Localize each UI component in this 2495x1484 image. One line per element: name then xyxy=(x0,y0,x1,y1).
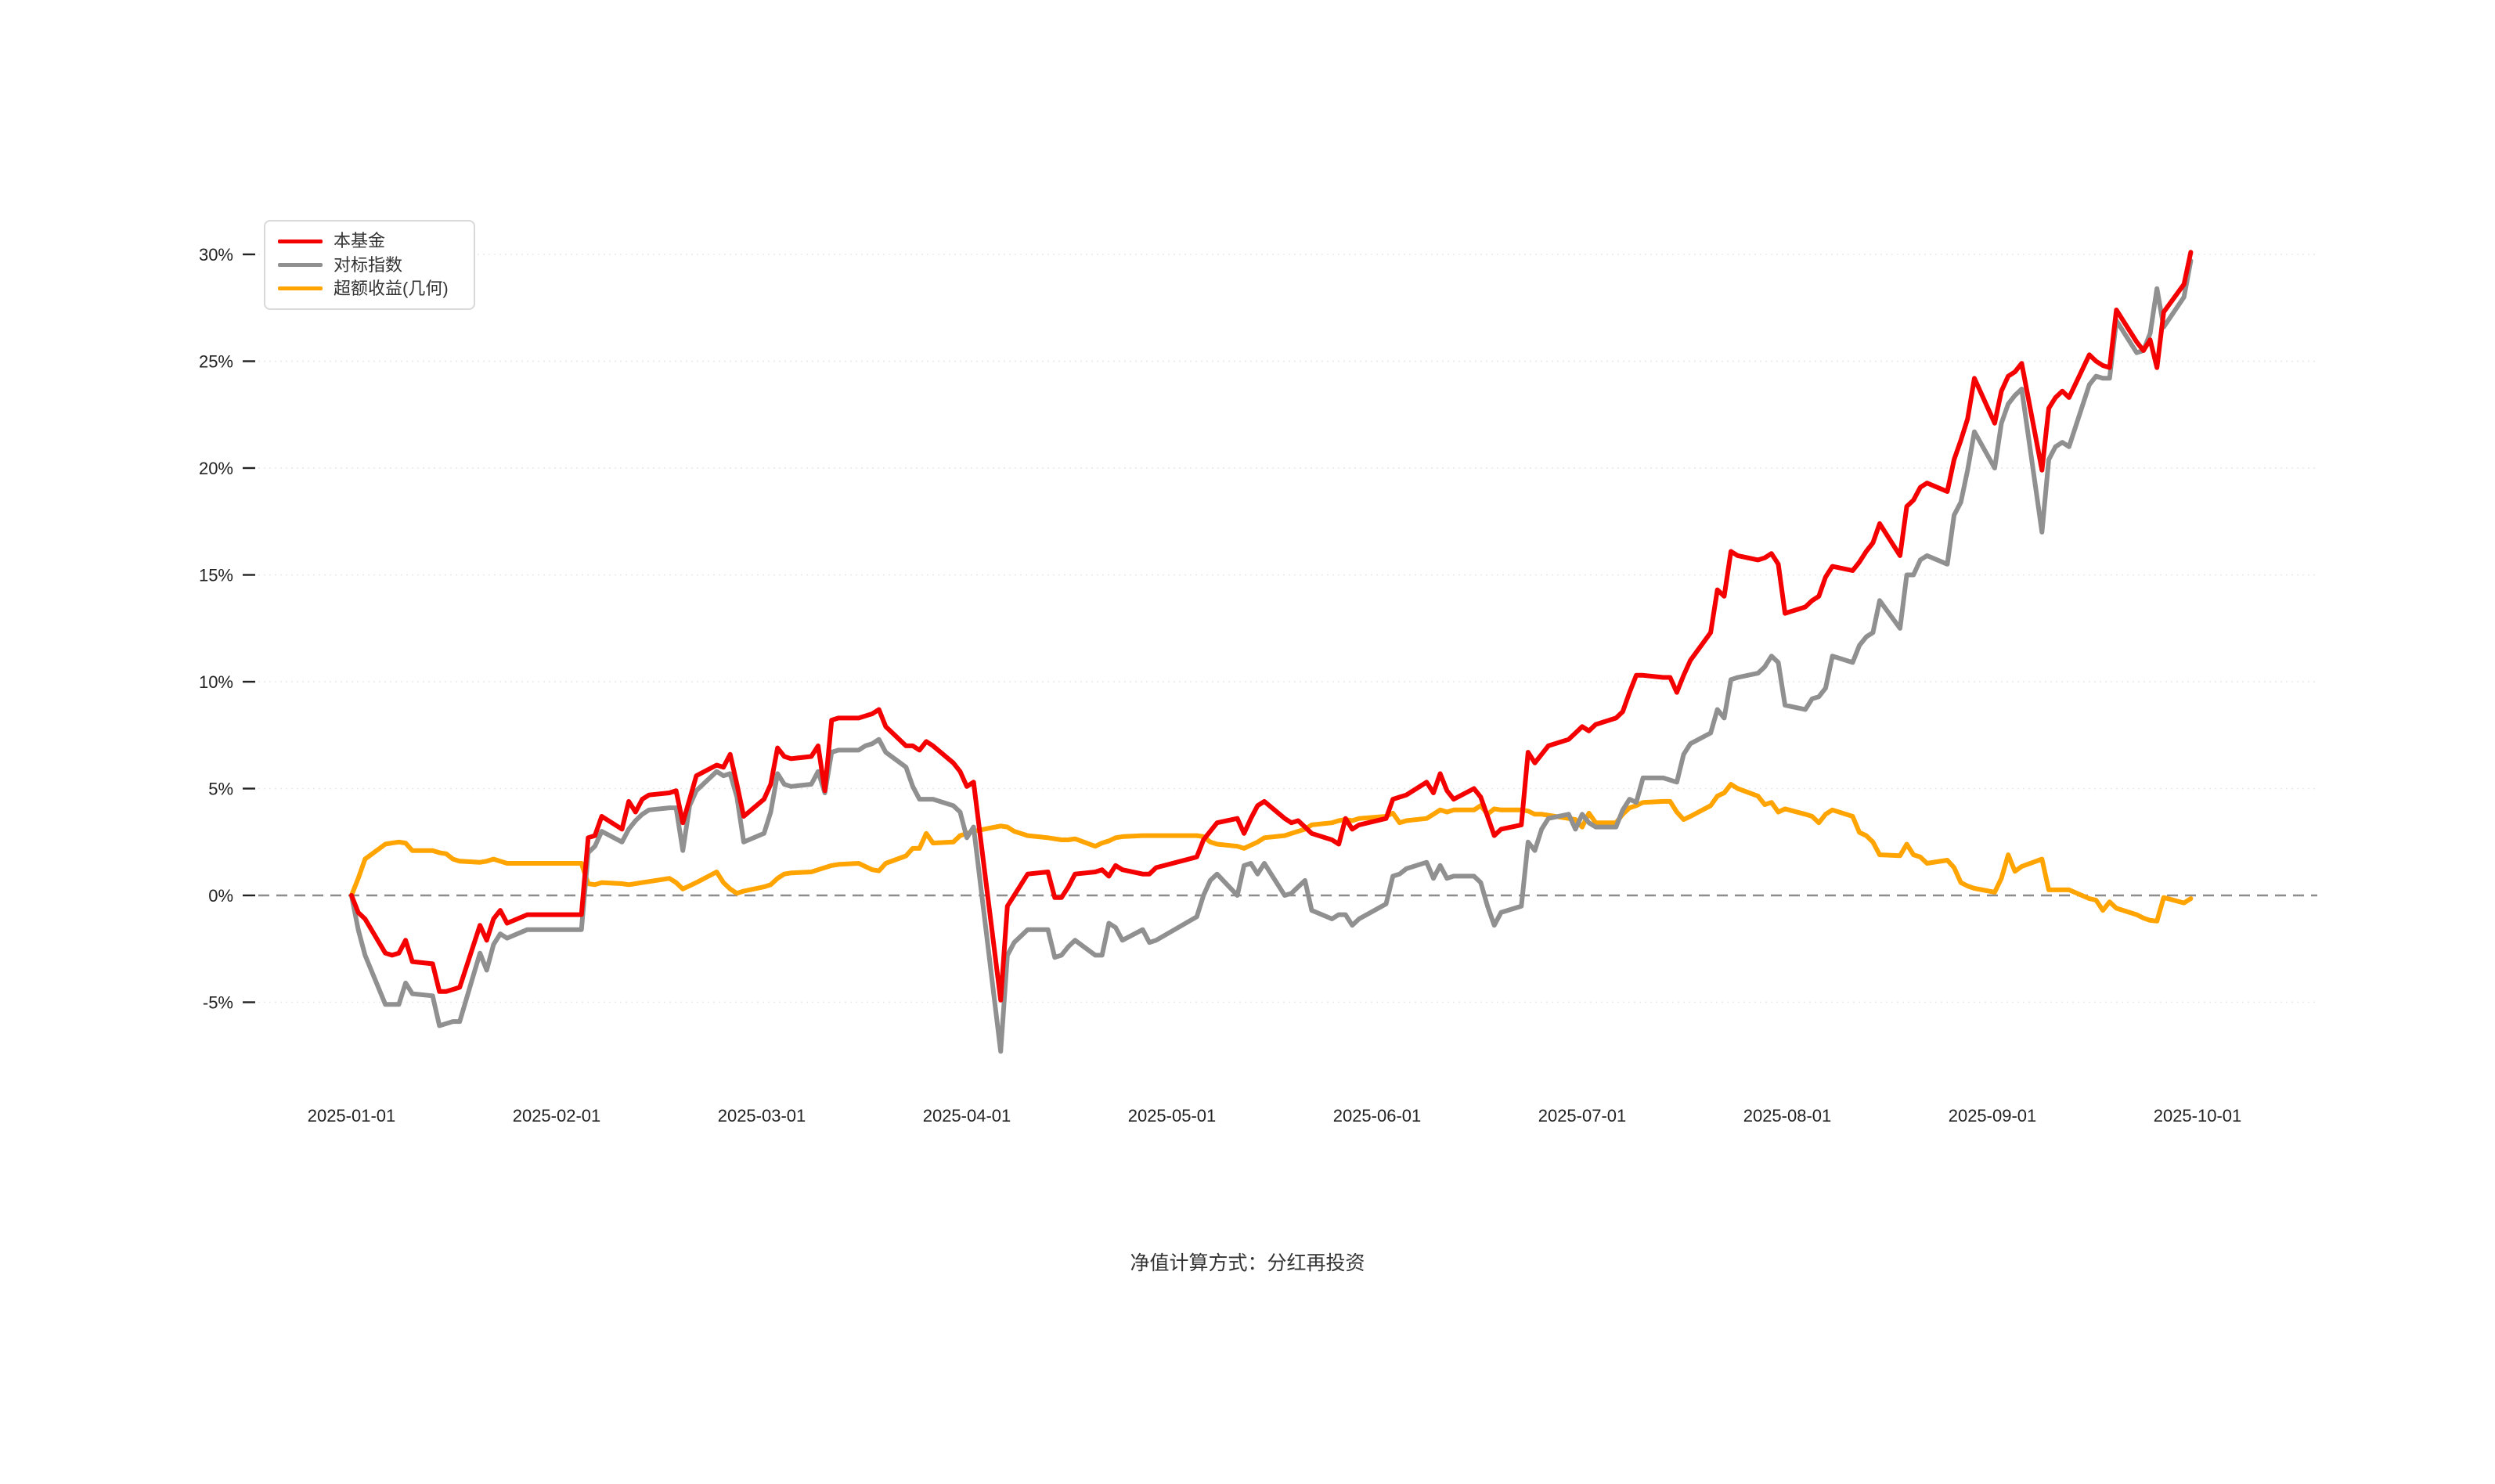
x-tick-label: 2025-02-01 xyxy=(513,1106,601,1126)
fund-line xyxy=(349,250,2194,1003)
x-tick-label: 2025-06-01 xyxy=(1333,1106,1422,1126)
x-tick-label: 2025-05-01 xyxy=(1128,1106,1217,1126)
y-tick-label: 0% xyxy=(208,886,233,906)
nav-calculation-note: 净值计算方式：分红再投资 xyxy=(1130,1252,1365,1274)
legend-item-excess[interactable]: 超额收益(几何) xyxy=(265,278,474,298)
excess-swatch-icon xyxy=(278,286,323,291)
x-tick-label: 2025-09-01 xyxy=(1949,1106,2037,1126)
x-tick-label: 2025-07-01 xyxy=(1538,1106,1627,1126)
y-tick-label: 20% xyxy=(199,459,233,478)
y-tick-label: 15% xyxy=(199,566,233,585)
x-tick-label: 2025-01-01 xyxy=(308,1106,396,1126)
fund-swatch-icon xyxy=(278,239,323,243)
y-tick-label: 30% xyxy=(199,245,233,265)
legend-label-fund: 本基金 xyxy=(334,231,386,251)
legend-item-benchmark[interactable]: 对标指数 xyxy=(265,254,474,275)
y-tick-label: 25% xyxy=(199,352,233,372)
legend-item-fund[interactable]: 本基金 xyxy=(265,232,474,250)
legend-label-excess: 超额收益(几何) xyxy=(334,278,449,298)
x-tick-label: 2025-10-01 xyxy=(2154,1106,2242,1126)
benchmark-swatch-icon xyxy=(278,263,323,267)
y-tick-label: 5% xyxy=(208,780,233,799)
legend: 本基金对标指数超额收益(几何) xyxy=(264,220,475,310)
y-tick-label: -5% xyxy=(203,993,233,1013)
x-tick-label: 2025-03-01 xyxy=(718,1106,806,1126)
benchmark-line xyxy=(349,258,2194,1054)
y-tick-label: 10% xyxy=(199,672,233,692)
legend-label-benchmark: 对标指数 xyxy=(334,254,403,275)
x-tick-label: 2025-08-01 xyxy=(1743,1106,1832,1126)
x-tick-label: 2025-04-01 xyxy=(923,1106,1011,1126)
